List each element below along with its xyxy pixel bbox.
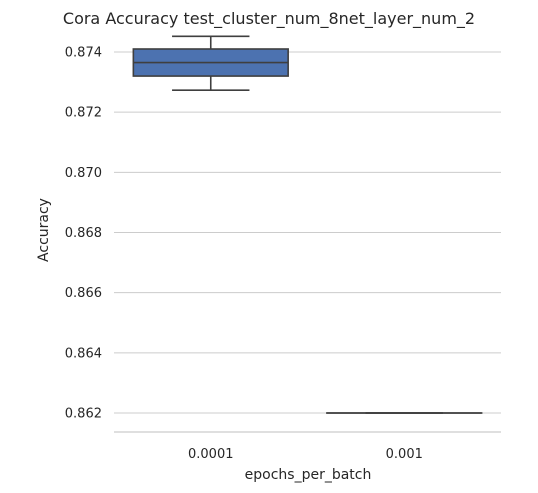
x-axis-label: epochs_per_batch (245, 467, 372, 483)
chart-title: Cora Accuracy test_cluster_num_8net_laye… (63, 9, 475, 29)
x-tick-label: 0.001 (386, 447, 423, 462)
y-tick-label: 0.874 (65, 46, 102, 61)
y-axis-label: Accuracy (36, 198, 52, 262)
y-tick-label: 0.872 (65, 106, 102, 121)
x-tick-label: 0.0001 (188, 447, 234, 462)
x-tick-labels: 0.0001 0.001 (188, 447, 423, 462)
boxes (132, 35, 483, 414)
y-tick-labels: 0.862 0.864 0.866 0.868 0.870 0.872 0.874 (65, 46, 102, 422)
y-tick-label: 0.870 (65, 166, 102, 181)
box-0.0001 (132, 35, 289, 92)
y-tick-label: 0.862 (65, 407, 102, 422)
gridlines (114, 51, 501, 414)
y-tick-label: 0.868 (65, 226, 102, 241)
y-tick-label: 0.866 (65, 286, 102, 301)
y-tick-label: 0.864 (65, 346, 102, 361)
